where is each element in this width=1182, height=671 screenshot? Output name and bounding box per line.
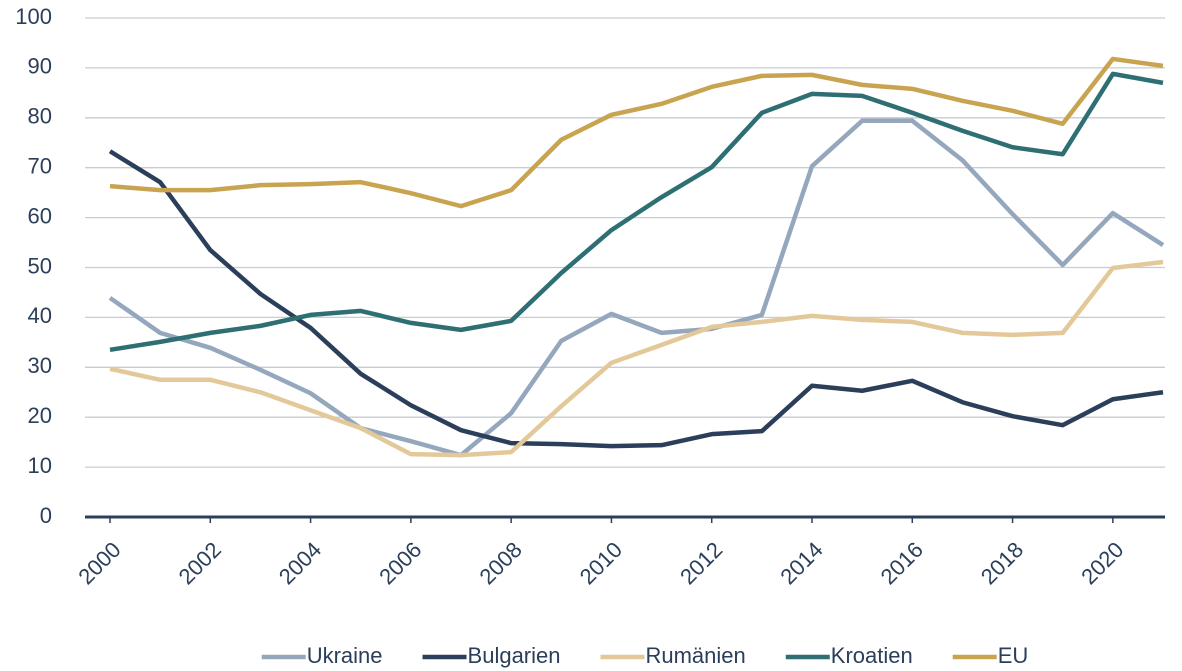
x-tick-label: 2008	[474, 537, 526, 589]
x-tick-label: 2004	[274, 537, 326, 589]
x-tick-label: 2002	[174, 537, 226, 589]
legend-item: EU	[952, 643, 1029, 668]
x-tick-label: 2018	[976, 537, 1028, 589]
x-tick-label: 2014	[775, 537, 827, 589]
y-tick-label: 50	[28, 253, 52, 278]
y-tick-label: 30	[28, 353, 52, 378]
legend-item: Ukraine	[261, 643, 383, 668]
y-tick-label: 90	[28, 54, 52, 79]
y-tick-label: 0	[40, 503, 52, 528]
y-tick-label: 70	[28, 154, 52, 179]
legend-item: Kroatien	[785, 643, 913, 668]
legend-item: Bulgarien	[422, 643, 561, 668]
y-tick-label: 20	[28, 403, 52, 428]
x-tick-label: 2020	[1076, 537, 1128, 589]
legend-label: Kroatien	[831, 643, 913, 668]
legend: Ukraine Bulgarien Rumänien Kroatien EU	[261, 643, 1029, 668]
series-line	[109, 71, 1164, 353]
y-tick-label: 10	[28, 453, 52, 478]
series-line	[108, 149, 1164, 449]
legend-label: EU	[998, 643, 1029, 668]
x-tick-label: 2010	[575, 537, 627, 589]
x-tick-label: 2006	[374, 537, 426, 589]
x-tick-label: 2000	[73, 537, 125, 589]
y-tick-label: 100	[15, 4, 52, 29]
series-line	[109, 56, 1164, 209]
series-line	[109, 259, 1164, 458]
y-tick-label: 80	[28, 104, 52, 129]
y-tick-label: 40	[28, 303, 52, 328]
legend-label: Ukraine	[307, 643, 383, 668]
legend-label: Rumänien	[645, 643, 745, 668]
legend-item: Rumänien	[600, 643, 746, 668]
legend-label: Bulgarien	[468, 643, 561, 668]
series-line	[108, 118, 1165, 458]
y-tick-label: 60	[28, 203, 52, 228]
x-tick-label: 2012	[675, 537, 727, 589]
x-tick-label: 2016	[876, 537, 928, 589]
